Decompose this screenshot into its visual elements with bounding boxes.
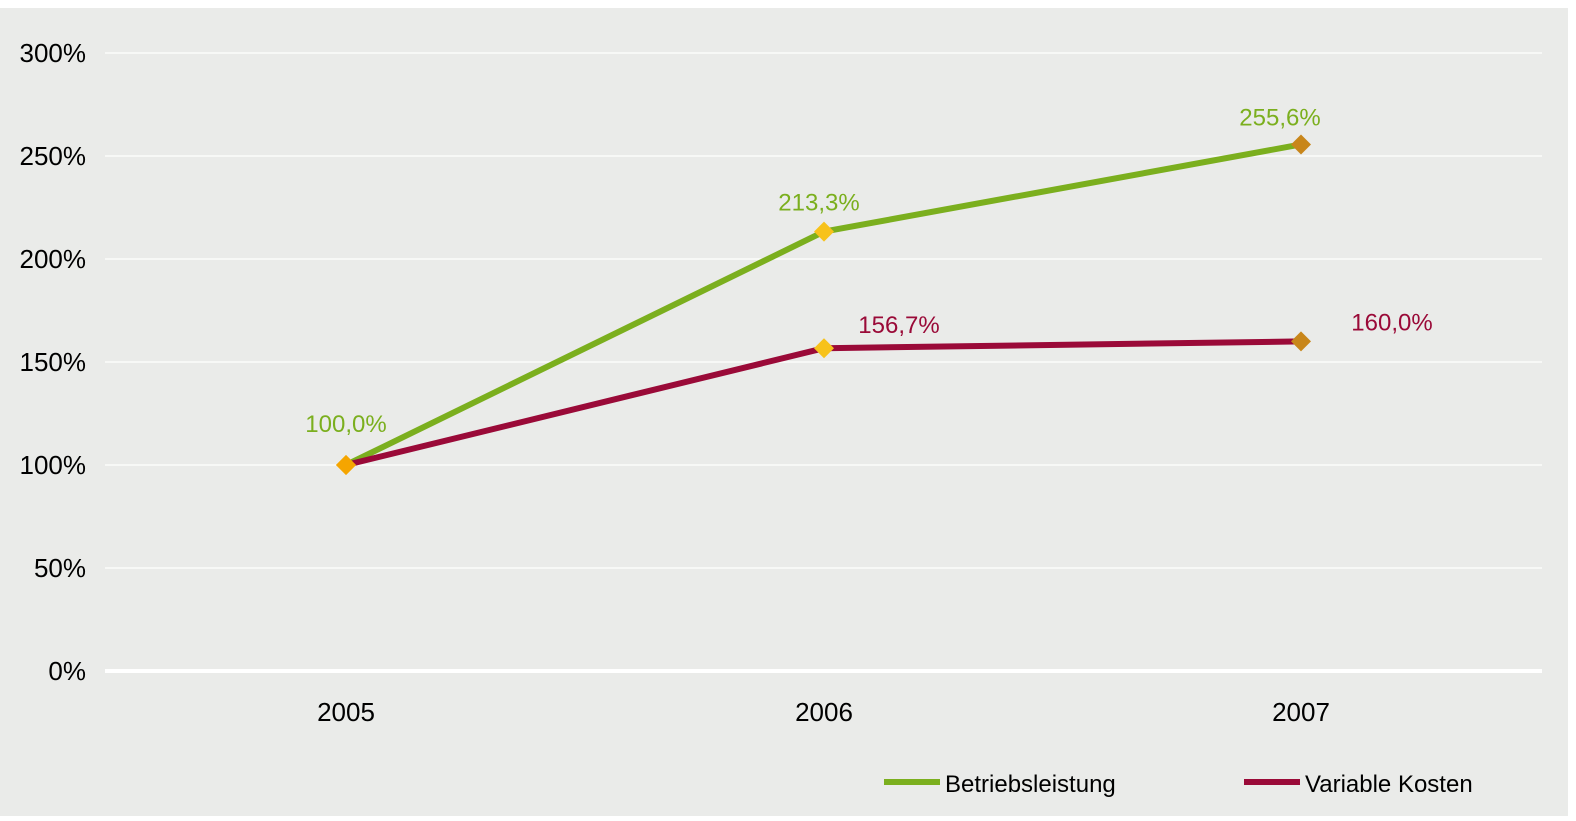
y-tick-label: 50% <box>34 553 86 583</box>
y-tick-label: 100% <box>20 450 87 480</box>
data-point-marker <box>814 338 834 359</box>
data-label: 213,3% <box>778 190 859 217</box>
chart-background <box>0 8 1568 816</box>
x-tick-label: 2007 <box>1272 697 1330 727</box>
legend: Betriebsleistung Variable Kosten <box>884 771 1473 798</box>
data-label: 156,7% <box>858 312 939 339</box>
y-tick-label: 300% <box>20 38 87 68</box>
legend-label: Betriebsleistung <box>945 771 1116 798</box>
x-tick-label: 2005 <box>317 697 375 727</box>
y-tick-label: 250% <box>20 141 87 171</box>
data-markers <box>336 134 1311 475</box>
y-tick-label: 150% <box>20 347 87 377</box>
data-point-marker <box>336 455 356 475</box>
data-point-marker <box>814 221 834 242</box>
data-labels: 100,0% 213,3% 255,6% 156,7% 160,0% <box>305 104 1432 438</box>
data-label: 255,6% <box>1239 104 1320 131</box>
data-label: 100,0% <box>305 411 386 438</box>
x-axis-ticks: 2005 2006 2007 <box>317 697 1330 727</box>
data-point-marker <box>1291 134 1311 155</box>
data-point-marker <box>1291 331 1311 352</box>
y-axis-ticks: 0% 50% 100% 150% 200% 250% 300% <box>20 38 87 686</box>
data-label: 160,0% <box>1351 309 1432 336</box>
legend-item: Variable Kosten <box>1244 771 1473 798</box>
y-tick-label: 200% <box>20 244 87 274</box>
legend-label: Variable Kosten <box>1305 771 1473 798</box>
y-tick-label: 0% <box>48 656 86 686</box>
legend-item: Betriebsleistung <box>884 771 1116 798</box>
x-tick-label: 2006 <box>795 697 853 727</box>
